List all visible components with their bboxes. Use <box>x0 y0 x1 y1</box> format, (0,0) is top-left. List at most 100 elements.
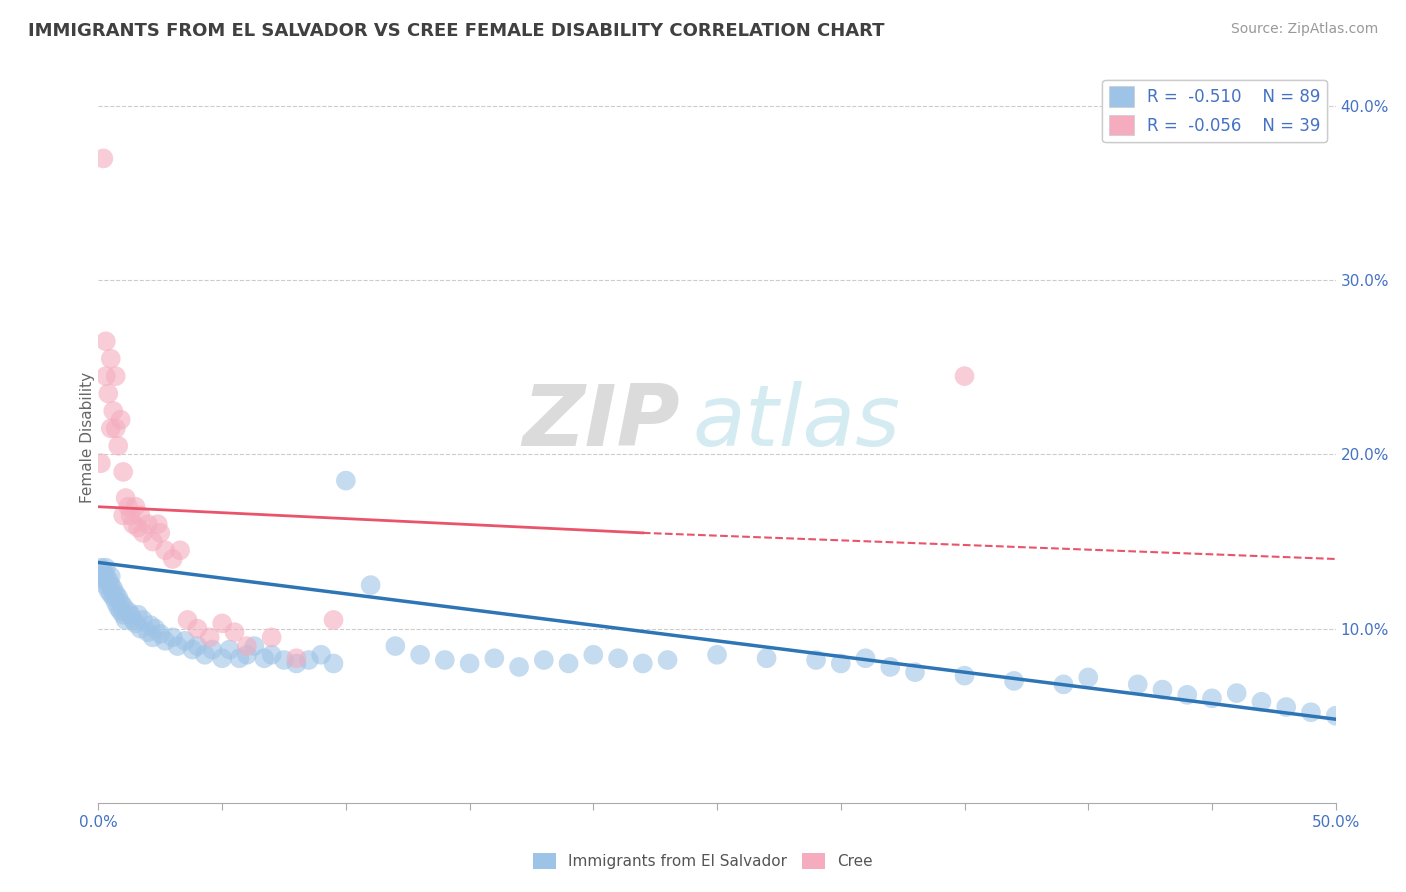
Text: IMMIGRANTS FROM EL SALVADOR VS CREE FEMALE DISABILITY CORRELATION CHART: IMMIGRANTS FROM EL SALVADOR VS CREE FEMA… <box>28 22 884 40</box>
Point <box>1324 708 1347 723</box>
Point <box>122 517 145 532</box>
Point <box>149 627 172 641</box>
Point <box>607 651 630 665</box>
Point <box>155 543 177 558</box>
Point <box>458 657 481 671</box>
Point <box>103 582 125 596</box>
Point <box>384 639 406 653</box>
Point <box>107 600 129 615</box>
Y-axis label: Female Disability: Female Disability <box>80 371 94 503</box>
Point <box>120 607 142 622</box>
Point <box>1152 682 1174 697</box>
Point <box>107 591 129 605</box>
Point <box>285 657 308 671</box>
Point <box>117 500 139 514</box>
Point <box>100 587 122 601</box>
Point <box>149 525 172 540</box>
Point <box>360 578 382 592</box>
Point <box>127 521 149 535</box>
Point <box>211 651 233 665</box>
Point <box>155 633 177 648</box>
Point <box>706 648 728 662</box>
Point <box>186 639 208 653</box>
Point <box>830 657 852 671</box>
Point <box>236 639 259 653</box>
Point <box>855 651 877 665</box>
Point <box>557 657 579 671</box>
Point <box>218 642 240 657</box>
Point <box>124 500 146 514</box>
Point <box>224 625 246 640</box>
Point <box>103 591 125 605</box>
Point <box>110 604 132 618</box>
Point <box>129 508 152 523</box>
Point <box>94 578 117 592</box>
Point <box>176 613 198 627</box>
Point <box>136 625 159 640</box>
Point <box>90 456 112 470</box>
Point <box>1052 677 1074 691</box>
Point <box>162 631 184 645</box>
Point <box>298 653 321 667</box>
Point <box>1299 705 1322 719</box>
Point <box>112 607 135 622</box>
Point <box>1201 691 1223 706</box>
Point <box>94 334 117 349</box>
Point <box>201 642 224 657</box>
Point <box>186 622 208 636</box>
Point <box>104 595 127 609</box>
Point <box>112 508 135 523</box>
Legend: Immigrants from El Salvador, Cree: Immigrants from El Salvador, Cree <box>527 847 879 875</box>
Point <box>1226 686 1249 700</box>
Point <box>110 595 132 609</box>
Point <box>253 651 276 665</box>
Point <box>260 631 283 645</box>
Point <box>335 474 357 488</box>
Point <box>107 439 129 453</box>
Point <box>129 622 152 636</box>
Point <box>162 552 184 566</box>
Point <box>322 657 344 671</box>
Point <box>755 651 778 665</box>
Point <box>582 648 605 662</box>
Point <box>166 639 188 653</box>
Point <box>100 569 122 583</box>
Point <box>285 651 308 665</box>
Point <box>1250 695 1272 709</box>
Point <box>142 534 165 549</box>
Legend: R =  -0.510    N = 89, R =  -0.056    N = 39: R = -0.510 N = 89, R = -0.056 N = 39 <box>1102 79 1327 142</box>
Point <box>174 633 197 648</box>
Point <box>120 508 142 523</box>
Point <box>97 386 120 401</box>
Text: ZIP: ZIP <box>522 381 681 464</box>
Point <box>211 616 233 631</box>
Point <box>117 604 139 618</box>
Point <box>508 660 530 674</box>
Point <box>100 421 122 435</box>
Point <box>1126 677 1149 691</box>
Point <box>484 651 506 665</box>
Point <box>657 653 679 667</box>
Point <box>533 653 555 667</box>
Point <box>139 618 162 632</box>
Point <box>132 613 155 627</box>
Point <box>1077 670 1099 684</box>
Point <box>904 665 927 680</box>
Point <box>132 525 155 540</box>
Point <box>194 648 217 662</box>
Point <box>260 648 283 662</box>
Point <box>122 613 145 627</box>
Point <box>90 569 112 583</box>
Point <box>243 639 266 653</box>
Point <box>94 560 117 574</box>
Point <box>146 517 169 532</box>
Point <box>110 412 132 426</box>
Point <box>94 369 117 384</box>
Point <box>228 651 250 665</box>
Point <box>97 583 120 598</box>
Point <box>143 622 166 636</box>
Point <box>97 573 120 587</box>
Point <box>93 152 115 166</box>
Point <box>100 578 122 592</box>
Point <box>433 653 456 667</box>
